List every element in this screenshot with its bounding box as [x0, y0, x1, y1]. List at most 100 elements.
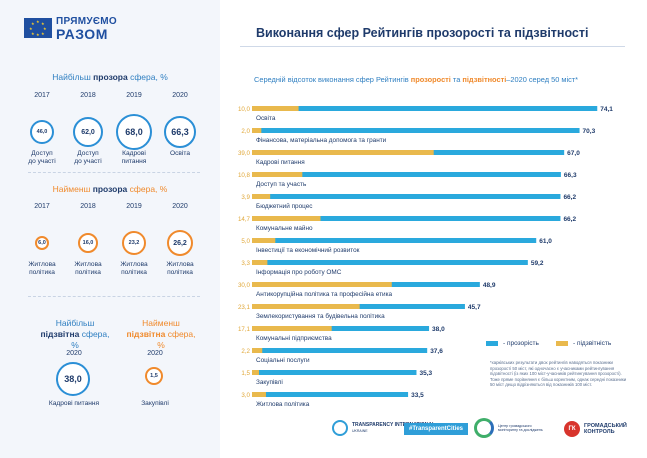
value-label-transparency: 59,2 [531, 260, 544, 267]
year-label: 2019 [126, 203, 142, 210]
value-circle: 6,0 [35, 236, 49, 250]
bar-transparency [252, 260, 528, 265]
category-label: Комунальні підприємства [256, 334, 332, 342]
category-label: Бюджетний процес [256, 202, 313, 210]
value-label-accountability: 14,7 [238, 216, 251, 223]
logo-line-1: ПРЯМУЄМО [56, 16, 117, 27]
value-circle: 23,2 [122, 231, 146, 255]
logo-line-2: РАЗОМ [56, 26, 108, 42]
value-circle: 68,0 [116, 114, 152, 150]
value-circle: 16,0 [78, 233, 98, 253]
sphere-label: Освіта [169, 150, 190, 157]
category-label: Кадрові питання [256, 158, 305, 166]
category-label: Комунальне майно [256, 224, 313, 232]
least-transparent-title: Найменш прозора сфера, % [52, 184, 168, 194]
sphere-label: Житлова політика [74, 261, 102, 276]
least-accountable-value: 1,5 [145, 367, 163, 385]
bar-transparency [252, 392, 409, 397]
year-label: 2018 [80, 92, 96, 99]
category-label: Закупівлі [256, 378, 283, 386]
bar-accountability [252, 238, 276, 243]
least-accountable-label: Закупівлі [141, 400, 169, 407]
left-panel: ★ ★ ★ ★ ★ ★ ★ ★ ПРЯМУЄМО РАЗОМ Найбільш проз… [0, 0, 220, 458]
sphere-label: Житлова політика [120, 261, 148, 276]
value-label-transparency: 45,7 [468, 304, 481, 311]
bar-accountability [252, 128, 262, 133]
value-label-transparency: 66,3 [564, 172, 577, 179]
most-accountable-value: 38,0 [56, 362, 90, 396]
sphere-label: Доступ до участі [74, 150, 102, 165]
value-label-accountability: 1,5 [241, 370, 250, 377]
value-label-transparency: 38,0 [432, 326, 445, 333]
bar-transparency [252, 172, 561, 177]
legend-swatch [486, 341, 498, 346]
value-label-transparency: 66,2 [563, 194, 576, 201]
legend-swatch [556, 341, 568, 346]
bar-transparency [252, 348, 428, 353]
value-label-transparency: 66,2 [563, 216, 576, 223]
bar-transparency [252, 370, 417, 375]
category-label: Інвестиції та економічний розвиток [256, 246, 360, 254]
least-accountable-title: Найменш підзвітна сфера, % [126, 318, 196, 350]
bar-accountability [252, 392, 266, 397]
bar-accountability [252, 348, 263, 353]
bar-accountability [252, 216, 321, 221]
year-label: 2018 [80, 203, 96, 210]
value-label-transparency: 35,3 [419, 370, 432, 377]
value-label-transparency: 33,5 [411, 392, 424, 399]
gk-icon: ГК [564, 421, 580, 437]
gk-logo: ГК ГРОМАДСЬКИЙ КОНТРОЛЬ [564, 421, 632, 437]
bar-transparency [252, 326, 430, 331]
category-label: Землекористування та будівельна політика [256, 312, 385, 320]
category-label: Інформація про роботу ОМС [256, 268, 342, 276]
category-label: Житлова політика [256, 400, 310, 408]
value-label-accountability: 3,9 [241, 194, 250, 201]
bar-transparency [252, 216, 561, 221]
bar-transparency [252, 238, 537, 243]
category-label: Фінансова, матеріальна допомога та грант… [256, 136, 387, 144]
bar-accountability [252, 172, 303, 177]
value-label-transparency: 37,6 [430, 348, 443, 355]
year-label: 2020 [172, 203, 188, 210]
bar-transparency [252, 128, 580, 133]
eu-flag-icon: ★ ★ ★ ★ ★ ★ ★ ★ [24, 18, 52, 38]
bar-accountability [252, 370, 259, 375]
category-label: Соціальні послуги [256, 356, 310, 364]
value-label-transparency: 48,9 [483, 282, 496, 289]
sphere-label: Житлова політика [166, 261, 194, 276]
value-label-accountability: 10,8 [238, 172, 251, 179]
hashtag-badge: #TransparentCities [404, 423, 469, 435]
ti-icon [332, 420, 348, 436]
value-label-transparency: 74,1 [600, 106, 613, 113]
value-circle: 62,0 [73, 117, 103, 147]
value-label-accountability: 3,0 [241, 392, 250, 399]
footnote: *харківських результати двох рейтингів н… [490, 360, 627, 388]
arrows-icon [474, 418, 494, 438]
value-label-accountability: 5,0 [241, 238, 250, 245]
value-label-accountability: 2,0 [241, 128, 250, 135]
value-label-accountability: 39,0 [238, 150, 251, 157]
bar-transparency [252, 194, 561, 199]
sphere-label: Кадрові питання [121, 150, 147, 165]
value-label-transparency: 67,0 [567, 150, 580, 157]
divider [28, 172, 200, 173]
title-rule [240, 46, 625, 47]
value-label-accountability: 23,1 [238, 304, 251, 311]
legend-transparency: - прозорість [486, 340, 539, 347]
bar-accountability [252, 282, 392, 287]
year-label: 2017 [34, 92, 50, 99]
sphere-label: Житлова політика [28, 261, 56, 276]
most-transparent-title: Найбільш прозора сфера, % [52, 72, 168, 82]
category-label: Антикорупційна політика та професійна ет… [256, 290, 393, 298]
center-logo: Центр громадського моніторингу та дослід… [474, 418, 548, 438]
bar-accountability [252, 326, 332, 331]
value-label-accountability: 10,0 [238, 106, 251, 113]
bar-chart: 10,0 74,1 Освіта 2,0 70,3 Фінансова, матеріал… [238, 106, 613, 408]
value-label-transparency: 70,3 [583, 128, 596, 135]
chart-subtitle: Середній відсоток виконання сфер Рейтинг… [254, 75, 579, 84]
year-label: 2019 [126, 92, 142, 99]
value-circle: 46,0 [30, 120, 54, 144]
year-label: 2020 [172, 92, 188, 99]
main-title: Виконання сфер Рейтингів прозорості та п… [256, 26, 589, 40]
